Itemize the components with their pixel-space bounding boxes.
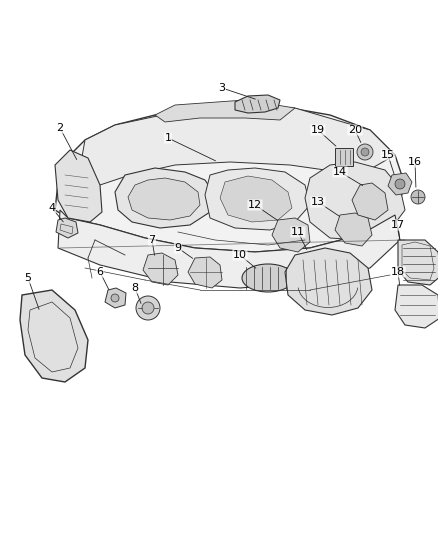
Polygon shape — [235, 95, 280, 113]
Polygon shape — [205, 168, 310, 230]
Polygon shape — [58, 210, 400, 288]
Circle shape — [357, 144, 373, 160]
Circle shape — [361, 148, 369, 156]
Text: 16: 16 — [408, 157, 422, 167]
Text: 4: 4 — [49, 203, 56, 213]
Text: 7: 7 — [148, 235, 155, 245]
Polygon shape — [105, 288, 126, 308]
Circle shape — [111, 294, 119, 302]
Text: 9: 9 — [174, 243, 182, 253]
Polygon shape — [220, 176, 292, 222]
Text: 5: 5 — [25, 273, 32, 283]
Polygon shape — [272, 218, 310, 252]
Ellipse shape — [242, 264, 294, 292]
Text: 3: 3 — [219, 83, 226, 93]
Text: 12: 12 — [248, 200, 262, 210]
Polygon shape — [55, 150, 102, 222]
Polygon shape — [20, 290, 88, 382]
Circle shape — [142, 302, 154, 314]
Circle shape — [136, 296, 160, 320]
Circle shape — [395, 179, 405, 189]
Polygon shape — [352, 183, 388, 220]
Text: 6: 6 — [96, 267, 103, 277]
Text: 1: 1 — [165, 133, 172, 143]
Polygon shape — [128, 178, 200, 220]
Text: 18: 18 — [391, 267, 405, 277]
Circle shape — [411, 190, 425, 204]
Text: 17: 17 — [391, 220, 405, 230]
Polygon shape — [395, 285, 438, 328]
Polygon shape — [305, 162, 405, 240]
Text: 2: 2 — [57, 123, 64, 133]
Polygon shape — [143, 253, 178, 285]
Polygon shape — [155, 100, 295, 122]
Polygon shape — [335, 213, 372, 246]
Text: 19: 19 — [311, 125, 325, 135]
Polygon shape — [285, 248, 372, 315]
Polygon shape — [80, 108, 395, 185]
Polygon shape — [115, 168, 215, 228]
Polygon shape — [188, 257, 222, 288]
Text: 20: 20 — [348, 125, 362, 135]
Text: 8: 8 — [131, 283, 138, 293]
Polygon shape — [388, 173, 412, 195]
Text: 10: 10 — [233, 250, 247, 260]
Text: 13: 13 — [311, 197, 325, 207]
Polygon shape — [398, 240, 438, 285]
Text: 11: 11 — [291, 227, 305, 237]
Text: 14: 14 — [333, 167, 347, 177]
Text: 15: 15 — [381, 150, 395, 160]
FancyBboxPatch shape — [335, 148, 353, 166]
Polygon shape — [56, 218, 78, 238]
Polygon shape — [55, 105, 405, 252]
